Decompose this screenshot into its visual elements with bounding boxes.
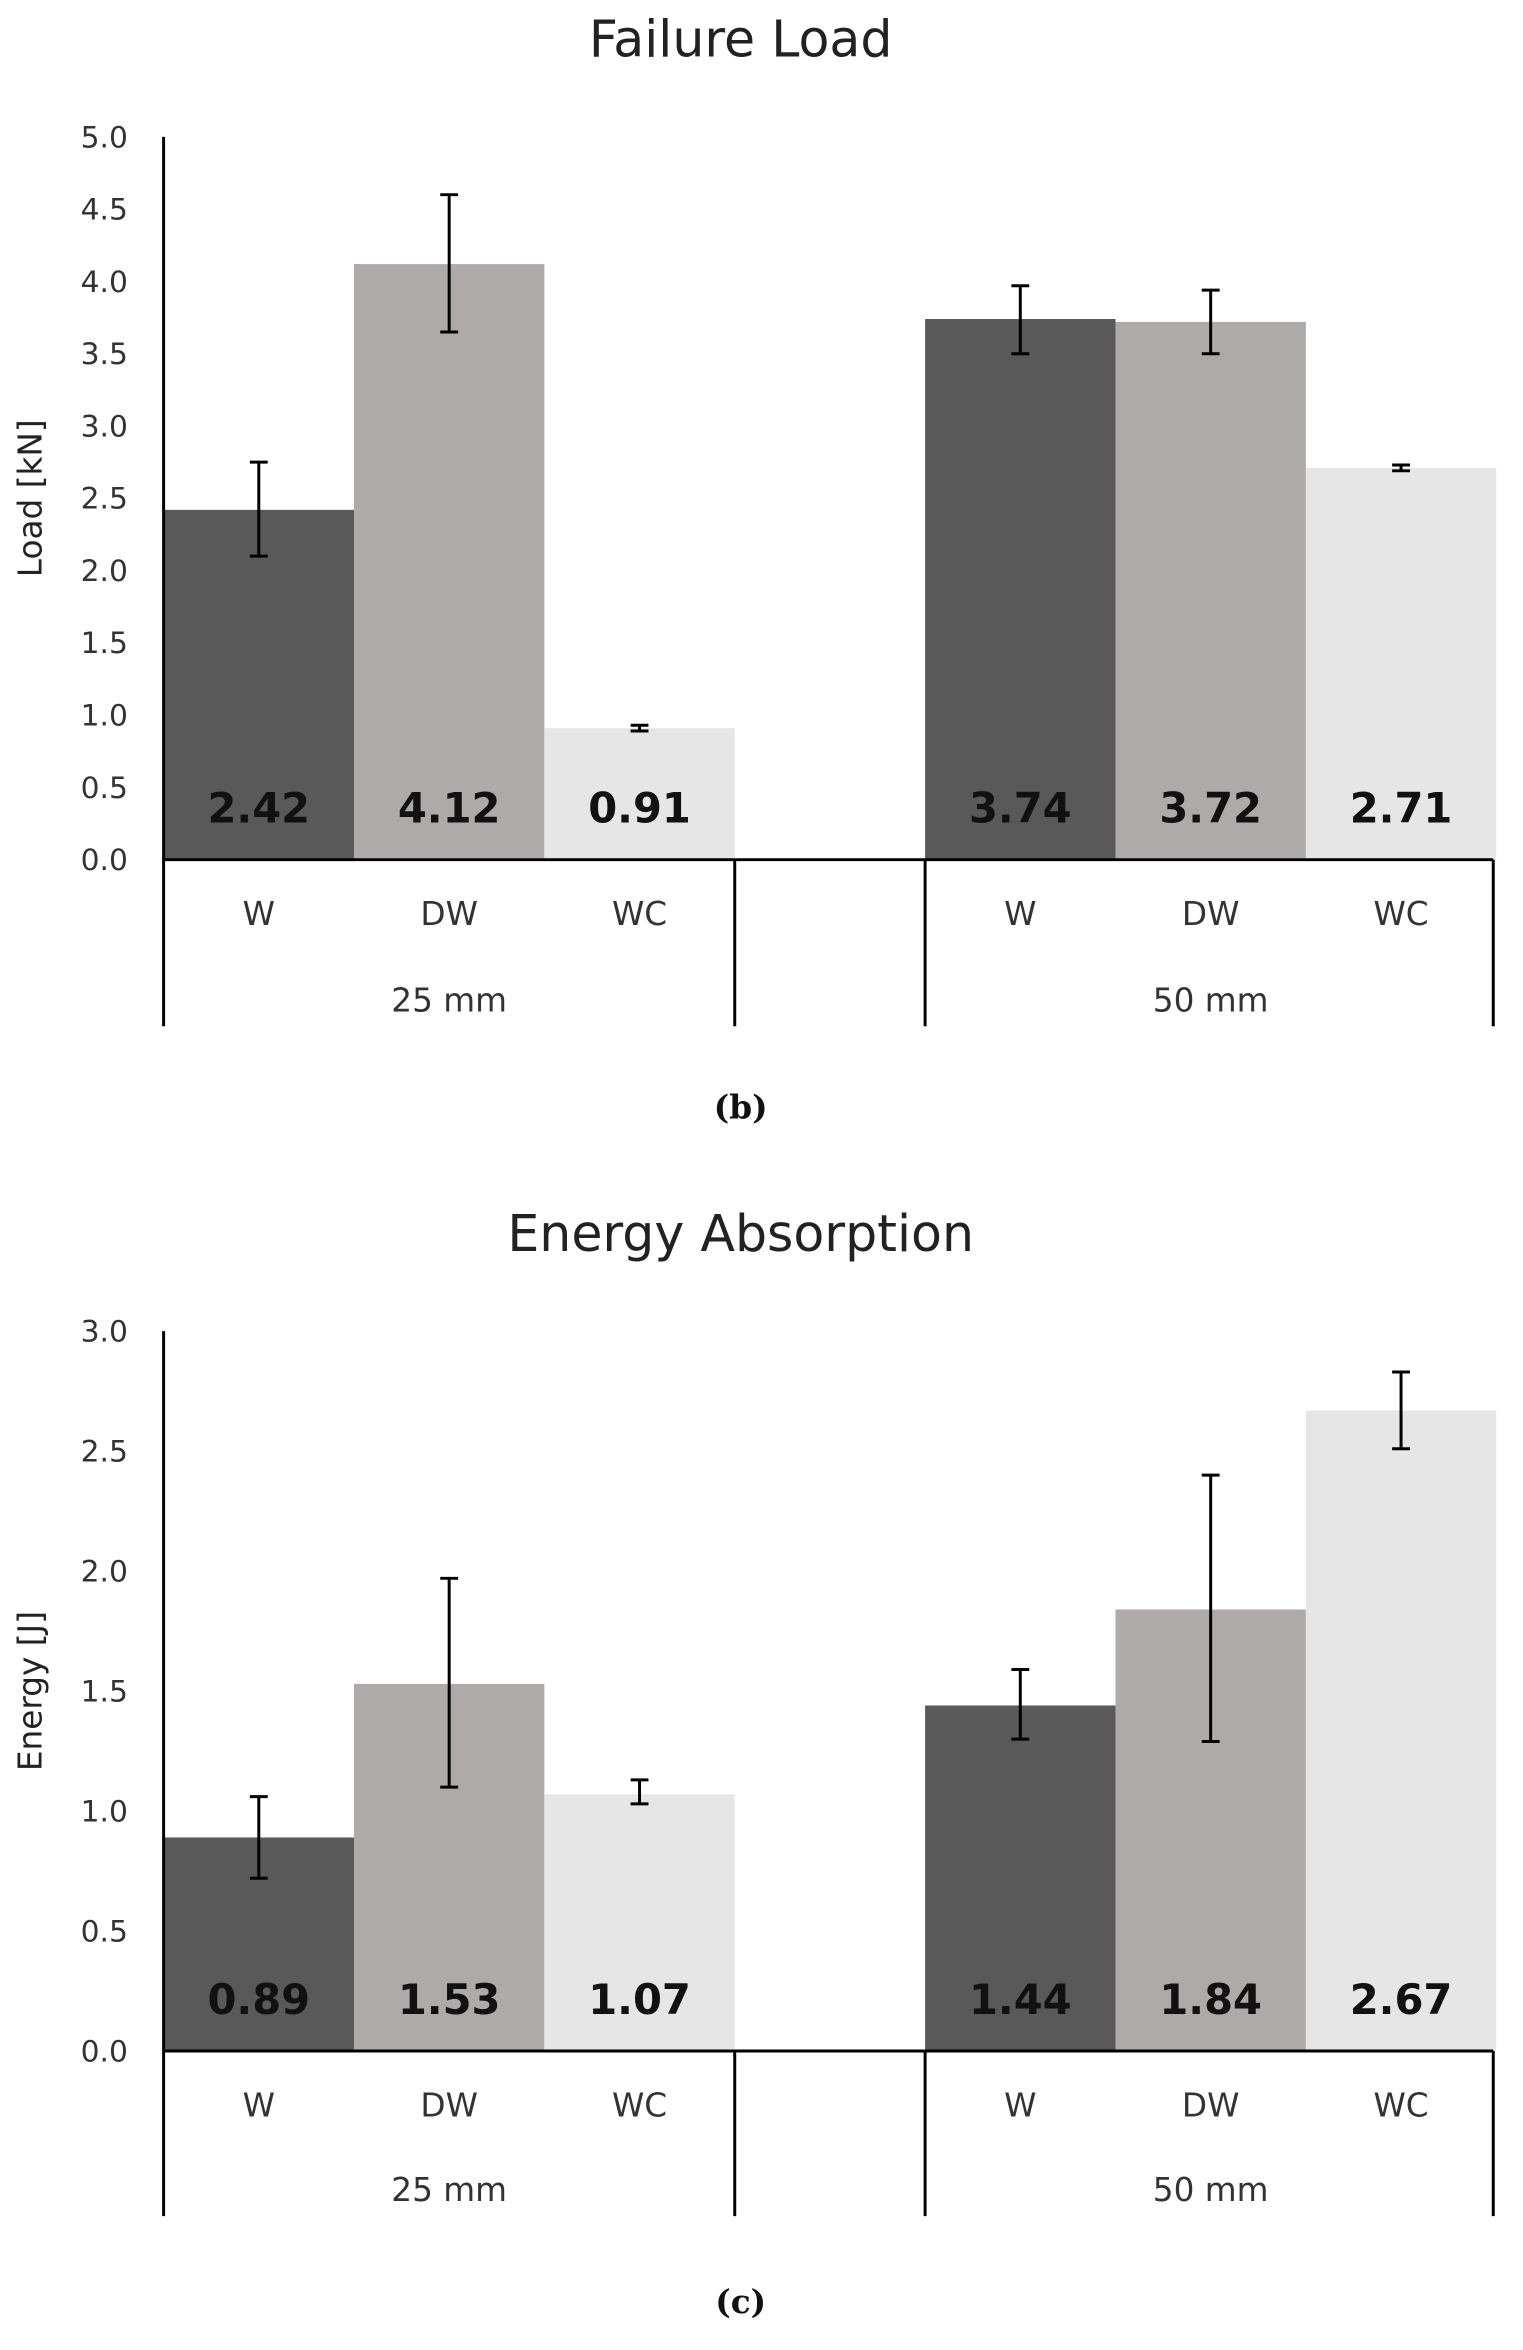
y-tick-label: 2.5 bbox=[81, 1435, 128, 1470]
category-label: WC bbox=[1373, 895, 1428, 933]
y-tick-label: 2.0 bbox=[81, 1555, 128, 1590]
figure-caption: (c) bbox=[715, 2282, 766, 2321]
group-label: 50 mm bbox=[1153, 2171, 1269, 2209]
y-tick-label: 3.0 bbox=[81, 1315, 128, 1350]
bar-25mm-WC bbox=[544, 1794, 735, 2052]
category-label: DW bbox=[1182, 2086, 1240, 2124]
y-tick-label: 4.5 bbox=[81, 193, 128, 228]
data-label: 3.72 bbox=[1159, 784, 1262, 833]
group-label: 50 mm bbox=[1153, 981, 1269, 1019]
data-label: 3.74 bbox=[969, 784, 1072, 833]
y-axis-label: Energy [J] bbox=[12, 1611, 50, 1771]
y-tick-label: 5.0 bbox=[81, 120, 128, 155]
data-label: 2.71 bbox=[1350, 784, 1453, 833]
bar-25mm-WC bbox=[544, 728, 735, 860]
bar-25mm-W bbox=[163, 509, 354, 860]
bar-25mm-DW bbox=[353, 264, 545, 860]
y-axis-label: Load [kN] bbox=[12, 419, 50, 577]
y-tick-label: 2.0 bbox=[81, 554, 128, 589]
category-label: WC bbox=[612, 2086, 667, 2124]
bar-50mm-W bbox=[925, 319, 1116, 860]
chart-2: Energy Absorption Energy [J] 0.0 0.5 1.0 1.5 2… bbox=[12, 1204, 1497, 2321]
category-label: W bbox=[1004, 895, 1036, 933]
data-label: 2.67 bbox=[1350, 1975, 1453, 2024]
bar-50mm-W bbox=[925, 1705, 1116, 2052]
bar-50mm-WC bbox=[1305, 1410, 1497, 2052]
chart-1: Failure Load Load [kN] 0.0 0.5 1.0 1.5 2.0 2.5 3… bbox=[12, 10, 1497, 1126]
category-label: DW bbox=[420, 895, 478, 933]
category-label: W bbox=[243, 2086, 275, 2124]
y-tick-label: 3.5 bbox=[81, 337, 128, 372]
category-label: DW bbox=[1182, 895, 1240, 933]
data-label: 1.84 bbox=[1159, 1975, 1262, 2024]
category-label: DW bbox=[420, 2086, 478, 2124]
y-tick-label: 3.0 bbox=[81, 409, 128, 444]
y-tick-label: 0.0 bbox=[81, 843, 128, 878]
figure-caption: (b) bbox=[714, 1087, 768, 1126]
data-label: 2.42 bbox=[207, 784, 310, 833]
category-label: W bbox=[1004, 2086, 1036, 2124]
y-tick-label: 1.0 bbox=[81, 1794, 128, 1829]
data-label: 1.53 bbox=[398, 1975, 501, 2024]
group-label: 25 mm bbox=[391, 2171, 507, 2209]
y-tick-label: 4.0 bbox=[81, 265, 128, 300]
y-tick-label: 2.5 bbox=[81, 482, 128, 517]
category-label: W bbox=[243, 895, 275, 933]
y-tick-label: 1.0 bbox=[81, 699, 128, 734]
bar-50mm-WC bbox=[1305, 467, 1497, 860]
group-label: 25 mm bbox=[391, 981, 507, 1019]
data-label: 1.44 bbox=[969, 1975, 1072, 2024]
data-label: 1.07 bbox=[588, 1975, 691, 2024]
y-tick-label: 0.5 bbox=[81, 1914, 128, 1949]
category-label: WC bbox=[1373, 2086, 1428, 2124]
y-tick-label: 0.5 bbox=[81, 771, 128, 806]
y-tick-label: 1.5 bbox=[81, 1675, 128, 1710]
y-tick-label: 1.5 bbox=[81, 626, 128, 661]
y-tick-label: 0.0 bbox=[81, 2034, 128, 2069]
chart-title: Failure Load bbox=[589, 10, 893, 69]
chart-title: Energy Absorption bbox=[507, 1204, 974, 1263]
data-label: 4.12 bbox=[398, 784, 501, 833]
data-label: 0.91 bbox=[588, 784, 691, 833]
data-label: 0.89 bbox=[207, 1975, 310, 2024]
category-label: WC bbox=[612, 895, 667, 933]
bar-50mm-DW bbox=[1115, 321, 1306, 860]
